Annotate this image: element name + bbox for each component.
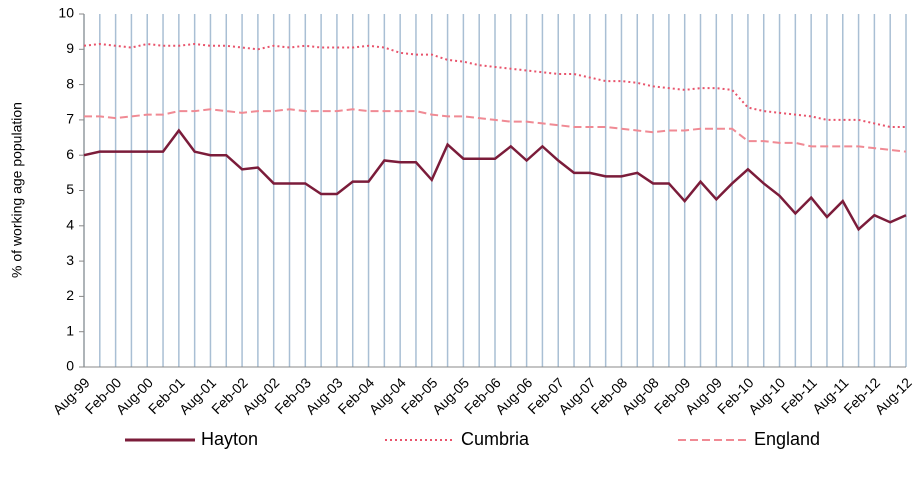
y-tick-label: 7 bbox=[66, 111, 74, 127]
line-series bbox=[83, 128, 907, 232]
y-tick-label: 6 bbox=[66, 146, 74, 162]
y-tick-label: 0 bbox=[66, 358, 74, 374]
y-tick-label: 10 bbox=[58, 5, 74, 21]
y-tick-label: 3 bbox=[66, 252, 74, 268]
y-tick-label: 5 bbox=[66, 181, 74, 197]
y-tick-label: 1 bbox=[66, 322, 74, 338]
legend-label: England bbox=[754, 429, 820, 449]
y-tick-label: 9 bbox=[66, 40, 74, 56]
y-tick-label: 8 bbox=[66, 75, 74, 91]
y-tick-label: 4 bbox=[66, 217, 74, 233]
line-series bbox=[83, 42, 906, 128]
y-tick-label: 2 bbox=[66, 287, 74, 303]
line-series bbox=[84, 108, 907, 153]
legend-label: Hayton bbox=[201, 429, 258, 449]
legend-label: Cumbria bbox=[461, 429, 530, 449]
y-axis-title: % of working age population bbox=[9, 102, 25, 278]
